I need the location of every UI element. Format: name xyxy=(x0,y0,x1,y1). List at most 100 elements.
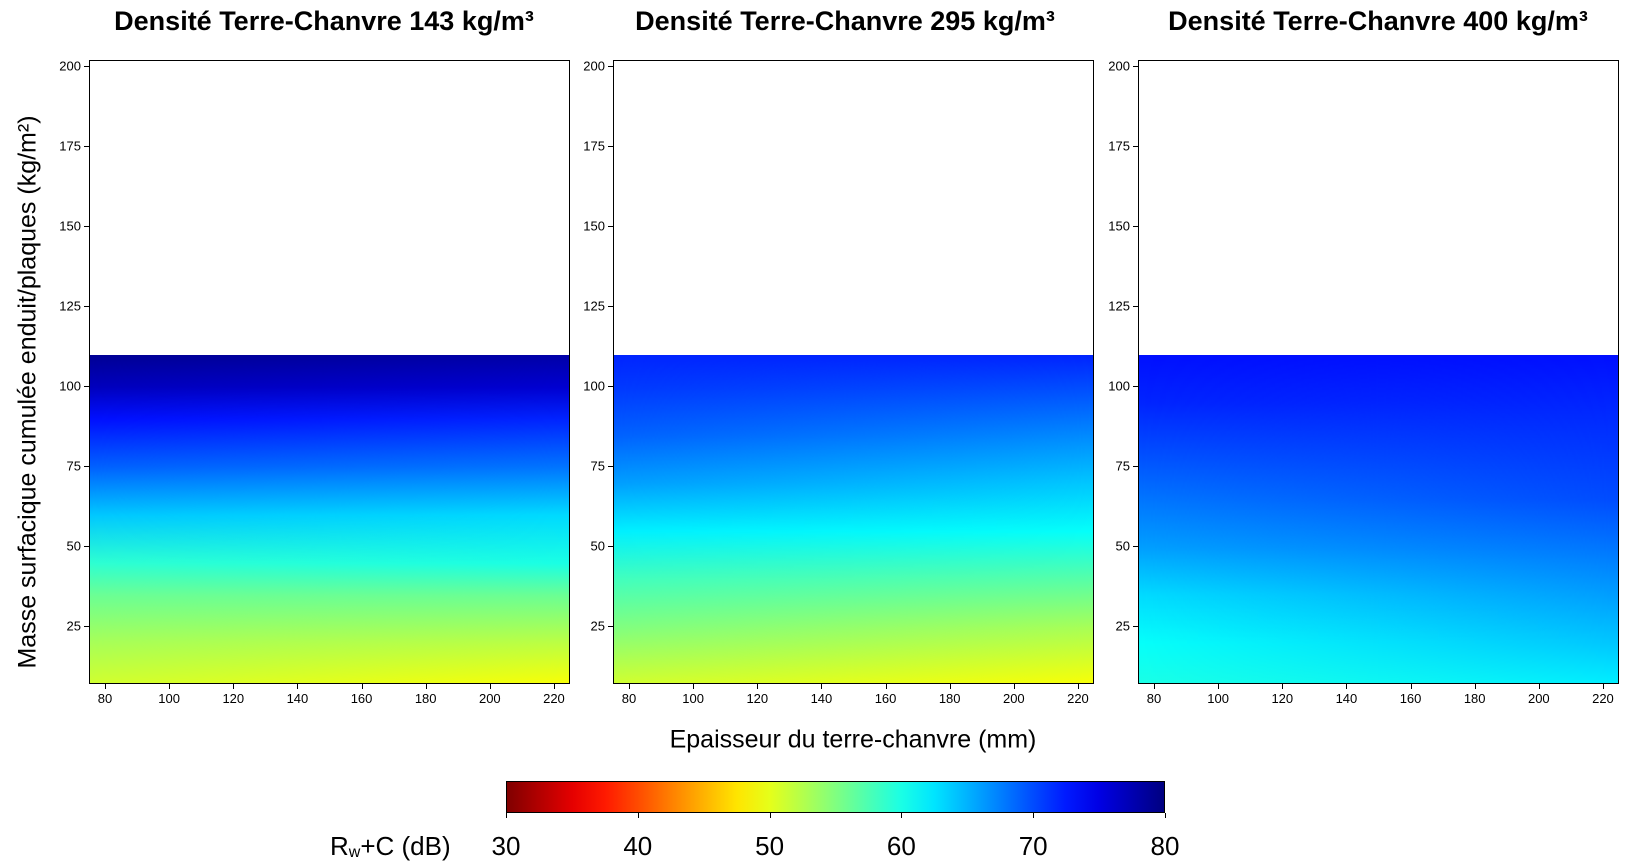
x-tick-label: 120 xyxy=(746,691,769,706)
y-tick-label: 100 xyxy=(583,378,605,394)
x-tick-label: 180 xyxy=(1463,691,1486,706)
x-tick-mark xyxy=(1474,684,1476,689)
panel-3-title: Densité Terre-Chanvre 400 kg/m³ xyxy=(1168,6,1588,36)
y-tick-mark xyxy=(1133,306,1138,308)
heatmap-fill-2 xyxy=(614,355,1093,683)
x-tick-mark xyxy=(425,684,427,689)
colorbar-label-sub: w xyxy=(348,844,361,861)
y-tick-mark xyxy=(608,226,613,228)
x-tick-label: 200 xyxy=(1527,691,1550,706)
heatmap-fill-1 xyxy=(90,355,569,683)
panel-2-title: Densité Terre-Chanvre 295 kg/m³ xyxy=(635,6,1055,36)
y-tick-label: 75 xyxy=(1115,458,1130,474)
x-axis-label: Epaisseur du terre-chanvre (mm) xyxy=(669,725,1037,754)
y-tick-label: 50 xyxy=(1115,538,1130,554)
y-tick-label: 200 xyxy=(583,58,605,74)
x-tick-mark xyxy=(1077,684,1079,689)
y-tick-label: 150 xyxy=(59,218,81,234)
x-tick-label: 160 xyxy=(1399,691,1422,706)
y-tick-label: 200 xyxy=(59,58,81,74)
y-tick-label: 125 xyxy=(583,298,605,314)
y-tick-mark xyxy=(1133,66,1138,68)
y-tick-mark xyxy=(1133,226,1138,228)
x-tick-mark xyxy=(693,684,695,689)
x-tick-mark xyxy=(757,684,759,689)
panel-1-title: Densité Terre-Chanvre 143 kg/m³ xyxy=(114,6,534,36)
y-tick-label: 175 xyxy=(59,138,81,154)
y-tick-mark xyxy=(84,626,89,628)
heatmap-panel-1 xyxy=(89,60,570,684)
x-tick-label: 140 xyxy=(286,691,309,706)
y-tick-mark xyxy=(84,306,89,308)
x-tick-mark xyxy=(949,684,951,689)
colorbar-tick-label: 30 xyxy=(491,831,521,861)
x-tick-label: 200 xyxy=(1002,691,1025,706)
y-tick-label: 50 xyxy=(66,538,81,554)
x-tick-mark xyxy=(1282,684,1284,689)
y-tick-mark xyxy=(608,66,613,68)
x-tick-label: 180 xyxy=(938,691,961,706)
x-tick-mark xyxy=(1218,684,1220,689)
y-tick-mark xyxy=(608,546,613,548)
x-tick-label: 100 xyxy=(682,691,704,706)
x-tick-label: 220 xyxy=(1592,691,1614,706)
colorbar-tick-mark xyxy=(1033,813,1035,818)
x-tick-mark xyxy=(169,684,171,689)
y-tick-mark xyxy=(84,466,89,468)
y-axis-label: Masse surfacique cumulée enduit/plaques … xyxy=(13,115,42,669)
y-tick-mark xyxy=(84,146,89,148)
x-tick-label: 160 xyxy=(874,691,897,706)
x-tick-mark xyxy=(297,684,299,689)
heatmap-panel-2 xyxy=(613,60,1094,684)
x-tick-label: 80 xyxy=(1146,691,1162,706)
x-tick-label: 220 xyxy=(1067,691,1089,706)
y-tick-label: 75 xyxy=(590,458,605,474)
x-tick-mark xyxy=(629,684,631,689)
y-tick-mark xyxy=(608,146,613,148)
x-tick-label: 80 xyxy=(97,691,113,706)
x-tick-mark xyxy=(105,684,107,689)
y-tick-label: 25 xyxy=(1115,618,1130,634)
y-tick-label: 175 xyxy=(583,138,605,154)
x-tick-label: 140 xyxy=(810,691,833,706)
heatmap-fill-1-left-blend xyxy=(90,355,569,683)
x-tick-label: 100 xyxy=(1207,691,1229,706)
x-tick-mark xyxy=(361,684,363,689)
y-tick-mark xyxy=(1133,546,1138,548)
colorbar-tick-label: 40 xyxy=(623,831,653,861)
x-tick-mark xyxy=(489,684,491,689)
x-tick-mark xyxy=(1602,684,1604,689)
y-tick-label: 100 xyxy=(1108,378,1130,394)
y-tick-label: 150 xyxy=(1108,218,1130,234)
y-tick-label: 25 xyxy=(590,618,605,634)
heatmap-fill-3 xyxy=(1139,355,1618,683)
y-tick-label: 125 xyxy=(1108,298,1130,314)
x-tick-label: 180 xyxy=(414,691,437,706)
y-tick-mark xyxy=(608,306,613,308)
colorbar-tick-label: 80 xyxy=(1150,831,1180,861)
y-tick-mark xyxy=(608,386,613,388)
heatmap-fill-3-left-blend xyxy=(1139,355,1618,683)
colorbar-label-main: R xyxy=(330,831,349,861)
y-tick-label: 175 xyxy=(1108,138,1130,154)
y-tick-mark xyxy=(1133,386,1138,388)
x-tick-label: 220 xyxy=(543,691,565,706)
x-tick-label: 80 xyxy=(621,691,637,706)
y-tick-label: 150 xyxy=(583,218,605,234)
x-tick-label: 160 xyxy=(350,691,373,706)
y-tick-mark xyxy=(84,66,89,68)
y-tick-label: 50 xyxy=(590,538,605,554)
colorbar-tick-label: 50 xyxy=(755,831,785,861)
x-tick-mark xyxy=(1346,684,1348,689)
y-tick-label: 125 xyxy=(59,298,81,314)
y-tick-mark xyxy=(1133,626,1138,628)
x-tick-mark xyxy=(1154,684,1156,689)
x-tick-mark xyxy=(885,684,887,689)
y-tick-mark xyxy=(1133,466,1138,468)
y-tick-label: 25 xyxy=(66,618,81,634)
x-tick-mark xyxy=(233,684,235,689)
y-tick-mark xyxy=(608,626,613,628)
y-tick-mark xyxy=(608,466,613,468)
colorbar-tick-label: 60 xyxy=(886,831,916,861)
y-tick-mark xyxy=(1133,146,1138,148)
